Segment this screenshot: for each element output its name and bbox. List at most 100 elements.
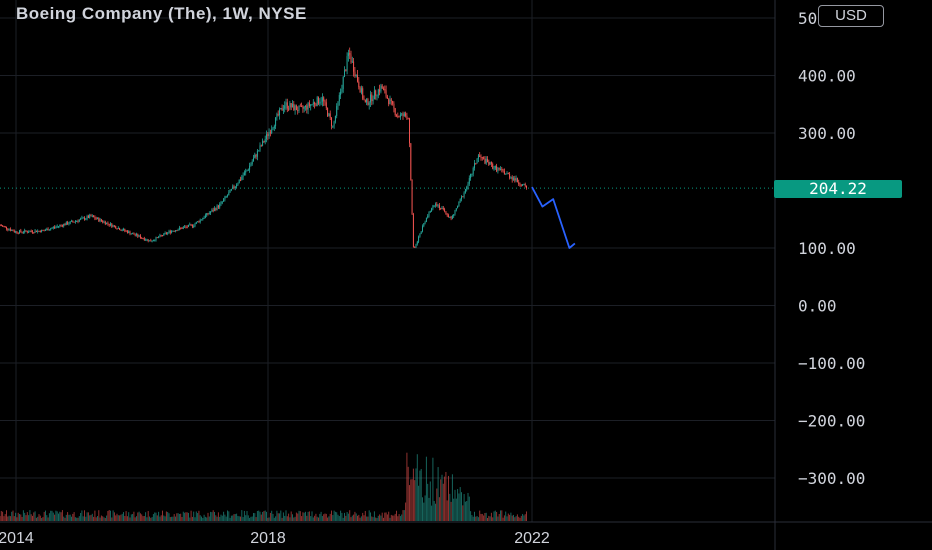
candle-body: [111, 223, 113, 227]
candle-body: [2, 225, 4, 227]
candle-body: [233, 186, 235, 188]
volume-bar: [487, 517, 488, 521]
candle-body: [368, 102, 370, 105]
candle-body: [69, 221, 71, 224]
candle-body: [489, 162, 491, 165]
volume-bar: [398, 514, 400, 521]
currency-button[interactable]: USD: [818, 5, 884, 27]
volume-bar: [128, 512, 130, 521]
candle-body: [264, 138, 266, 143]
volume-bar: [462, 505, 464, 521]
candle-body: [246, 170, 248, 172]
volume-bar: [449, 493, 451, 521]
volume-bar: [220, 514, 222, 521]
volume-bar: [134, 517, 136, 521]
candle-body: [302, 106, 304, 109]
candle-body: [427, 215, 429, 218]
volume-bar: [64, 517, 66, 521]
y-tick-label: −200.00: [798, 412, 865, 431]
volume-bar: [263, 511, 265, 521]
volume-bar: [113, 512, 115, 521]
candle-body: [501, 168, 503, 170]
candle-body: [314, 102, 316, 105]
candle-body: [202, 218, 204, 220]
volume-bar: [77, 517, 79, 521]
volume-bar: [177, 513, 179, 521]
candle-body: [61, 225, 63, 227]
volume-bar: [233, 514, 235, 521]
volume-bar: [467, 492, 469, 521]
candle-body: [116, 228, 118, 230]
candle-body: [477, 155, 479, 159]
candle-body: [410, 143, 412, 180]
volume-bar: [82, 516, 84, 521]
volume-bar: [515, 516, 517, 521]
volume-bar: [194, 517, 196, 521]
volume-bar: [282, 512, 284, 521]
volume-bar: [198, 510, 200, 521]
candle-body: [117, 227, 119, 229]
volume-bar: [59, 511, 61, 521]
candle-body: [130, 233, 132, 235]
volume-bar: [470, 511, 472, 521]
candle-body: [284, 105, 286, 109]
volume-bar: [349, 510, 351, 521]
volume-bar: [242, 517, 244, 521]
volume-bar: [201, 516, 202, 521]
volume-bar: [50, 510, 52, 521]
volume-bar: [0, 516, 1, 521]
volume-bar: [262, 511, 264, 521]
volume-bar: [151, 517, 153, 521]
candle-body: [398, 116, 400, 118]
candle-body: [483, 157, 485, 159]
volume-bar: [279, 513, 280, 521]
candle-body: [123, 228, 124, 231]
volume-bar: [345, 515, 347, 521]
candle-body: [485, 159, 487, 164]
candle-body: [318, 97, 319, 104]
volume-bar: [29, 510, 31, 521]
volume-bar: [399, 516, 401, 521]
volume-bar: [182, 511, 184, 521]
volume-bar: [223, 511, 225, 521]
candle-body: [484, 158, 486, 164]
volume-bar: [141, 514, 143, 521]
candle-body: [258, 150, 260, 152]
candle-body: [3, 225, 5, 227]
volume-bar: [143, 516, 145, 521]
volume-bar: [116, 513, 118, 521]
volume-bar: [20, 514, 22, 521]
volume-bar: [483, 515, 485, 521]
candle-body: [269, 132, 271, 134]
candle-body: [492, 163, 494, 169]
volume-bar: [241, 510, 243, 521]
candle-body: [347, 53, 349, 57]
volume-bar: [52, 512, 54, 521]
candle-body: [422, 226, 423, 232]
candle-body: [51, 227, 53, 229]
candle-body: [102, 220, 104, 223]
candle-body: [511, 177, 513, 180]
volume-bar: [260, 514, 262, 521]
candle-body: [328, 113, 330, 117]
volume-bar: [445, 471, 447, 521]
volume-bar: [511, 515, 513, 521]
volume-bar: [290, 511, 292, 521]
volume-bar: [74, 517, 76, 521]
candle-body: [208, 213, 210, 215]
volume-bar: [154, 512, 156, 521]
candle-body: [129, 231, 131, 234]
volume-bar: [227, 510, 228, 521]
volume-bar: [372, 517, 374, 521]
candle-body: [56, 226, 58, 228]
candle-body: [181, 227, 183, 229]
candle-body: [487, 159, 488, 163]
volume-bar: [55, 510, 57, 521]
candle-body: [238, 179, 240, 184]
volume-bar: [259, 511, 261, 521]
candle-body: [433, 205, 435, 207]
candle-body: [464, 188, 466, 193]
volume-bar: [73, 512, 75, 521]
candle-body: [324, 101, 326, 103]
